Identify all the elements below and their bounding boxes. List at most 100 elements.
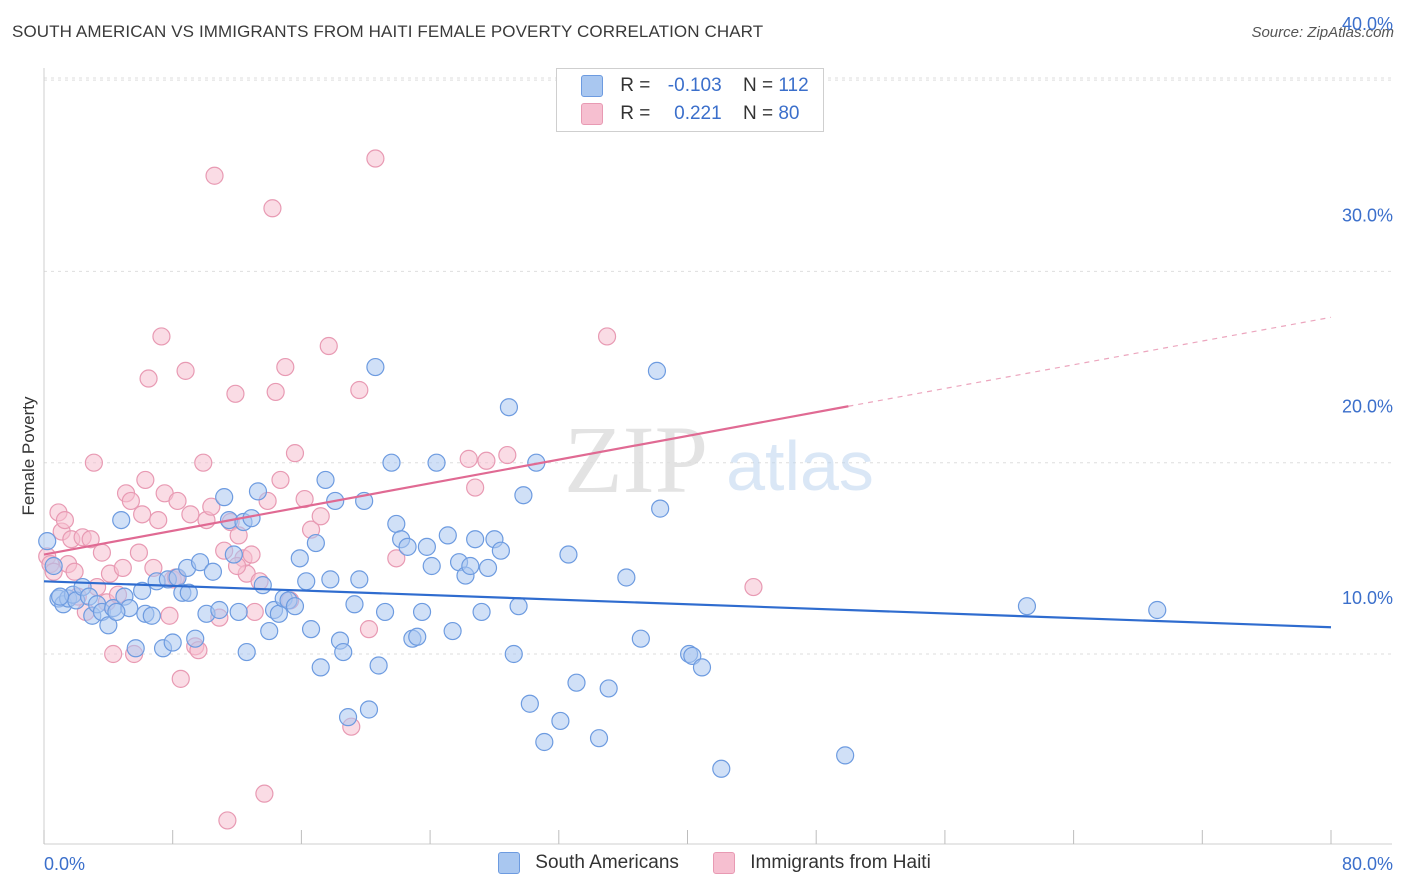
south-american-point — [350, 570, 369, 589]
south-american-point — [466, 530, 485, 549]
haiti-point — [255, 784, 274, 803]
south-american-point — [229, 602, 248, 622]
legend-row-south: R = -0.103 N = 112 — [581, 75, 809, 99]
south-american-point — [190, 553, 210, 572]
haiti-point — [139, 369, 158, 388]
south-american-point — [260, 621, 279, 641]
south-american-point — [427, 453, 446, 472]
south-american-point — [417, 537, 436, 556]
trend-line-south — [43, 580, 1332, 629]
south-american-point — [321, 570, 340, 589]
south-american-point — [248, 482, 268, 501]
south-american-point — [126, 639, 145, 658]
south-american-point — [692, 658, 712, 677]
south-american-point — [301, 620, 321, 639]
legend-r-label: R = — [620, 75, 651, 97]
bottom-legend-south: South Americans — [498, 852, 679, 878]
x-tick-label: 80.0% — [1342, 854, 1393, 874]
south-american-point — [647, 361, 667, 380]
bottom-swatch-blue — [498, 852, 520, 874]
haiti-point — [104, 644, 123, 664]
south-american-point — [499, 398, 519, 417]
south-american-point — [133, 581, 152, 600]
south-american-point — [285, 597, 305, 616]
bottom-legend-south-label: South Americans — [535, 852, 679, 874]
legend-r-label: R = — [620, 103, 651, 125]
south-american-point — [306, 533, 325, 553]
south-american-point — [44, 556, 63, 576]
south-american-point — [398, 537, 417, 556]
south-american-point — [712, 759, 731, 778]
haiti-point — [242, 545, 261, 564]
south-american-point — [253, 576, 272, 595]
haiti-point — [218, 811, 237, 830]
south-american-point — [215, 488, 234, 507]
south-american-point — [210, 600, 229, 620]
haiti-point — [121, 491, 140, 511]
south-american-point — [382, 453, 401, 472]
south-american-point — [338, 708, 358, 727]
south-american-point — [589, 729, 609, 748]
haiti-point — [466, 478, 485, 497]
haiti-point — [359, 620, 379, 639]
south-american-point — [567, 673, 586, 692]
bottom-legend-haiti: Immigrants from Haiti — [713, 852, 931, 878]
south-american-point — [387, 514, 406, 534]
source-label: Source: ZipAtlas.com — [1251, 24, 1394, 41]
south-american-point — [631, 629, 650, 648]
south-american-point — [359, 700, 379, 719]
y-tick-label: 20.0% — [1342, 397, 1393, 417]
south-american-point — [559, 545, 578, 564]
haiti-point — [65, 562, 84, 581]
south-american-point — [290, 549, 309, 568]
haiti-point — [149, 510, 168, 530]
haiti-point — [350, 380, 369, 400]
south-american-point — [163, 633, 182, 652]
legend-n-label: N = — [742, 103, 774, 125]
south-american-point — [1017, 597, 1037, 616]
south-american-point — [112, 510, 131, 530]
stats-legend: R = -0.103 N = 112 R = 0.221 N = 80 — [556, 68, 824, 132]
haiti-point — [597, 327, 617, 346]
legend-n-value: 112 — [778, 75, 809, 97]
south-american-point — [491, 541, 510, 560]
watermark: ZIP atlas — [564, 406, 874, 513]
watermark-zip: ZIP — [564, 406, 708, 513]
south-american-point — [599, 679, 618, 698]
south-american-point — [99, 616, 118, 635]
south-american-point — [408, 627, 427, 646]
south-american-point — [142, 606, 161, 625]
south-american-point — [316, 470, 335, 490]
legend-r-value: 0.221 — [674, 103, 722, 125]
south-american-point — [179, 583, 198, 602]
haiti-point — [271, 470, 290, 490]
haiti-point — [202, 497, 221, 516]
bottom-legend-haiti-label: Immigrants from Haiti — [750, 852, 931, 874]
trend-line-haiti — [43, 405, 849, 556]
south-american-point — [237, 642, 256, 662]
south-american-point — [345, 595, 364, 614]
south-american-point — [1148, 600, 1167, 620]
haiti-point — [226, 384, 245, 403]
haiti-point — [171, 669, 190, 688]
haiti-point — [113, 558, 132, 578]
haiti-point — [133, 505, 152, 524]
y-tick-label: 30.0% — [1342, 205, 1393, 225]
haiti-point — [245, 602, 264, 622]
x-tick-label: 0.0% — [44, 854, 85, 874]
south-american-point — [38, 532, 57, 551]
haiti-point — [92, 543, 112, 562]
south-american-point — [520, 694, 539, 713]
haiti-point — [319, 336, 338, 356]
tick-labels: 10.0% 20.0% 30.0% 40.0% 0.0% 80.0% — [44, 14, 1393, 874]
south-american-point — [412, 602, 432, 622]
haiti-point — [129, 543, 149, 562]
haiti-point — [276, 357, 295, 377]
south-american-point — [443, 621, 462, 641]
legend-n-label: N = — [742, 75, 774, 97]
legend-row-haiti: R = 0.221 N = 80 — [581, 103, 799, 127]
south-american-point — [366, 357, 385, 377]
south-american-point — [107, 602, 126, 622]
haiti-point — [176, 361, 195, 380]
haiti-point — [55, 510, 75, 530]
